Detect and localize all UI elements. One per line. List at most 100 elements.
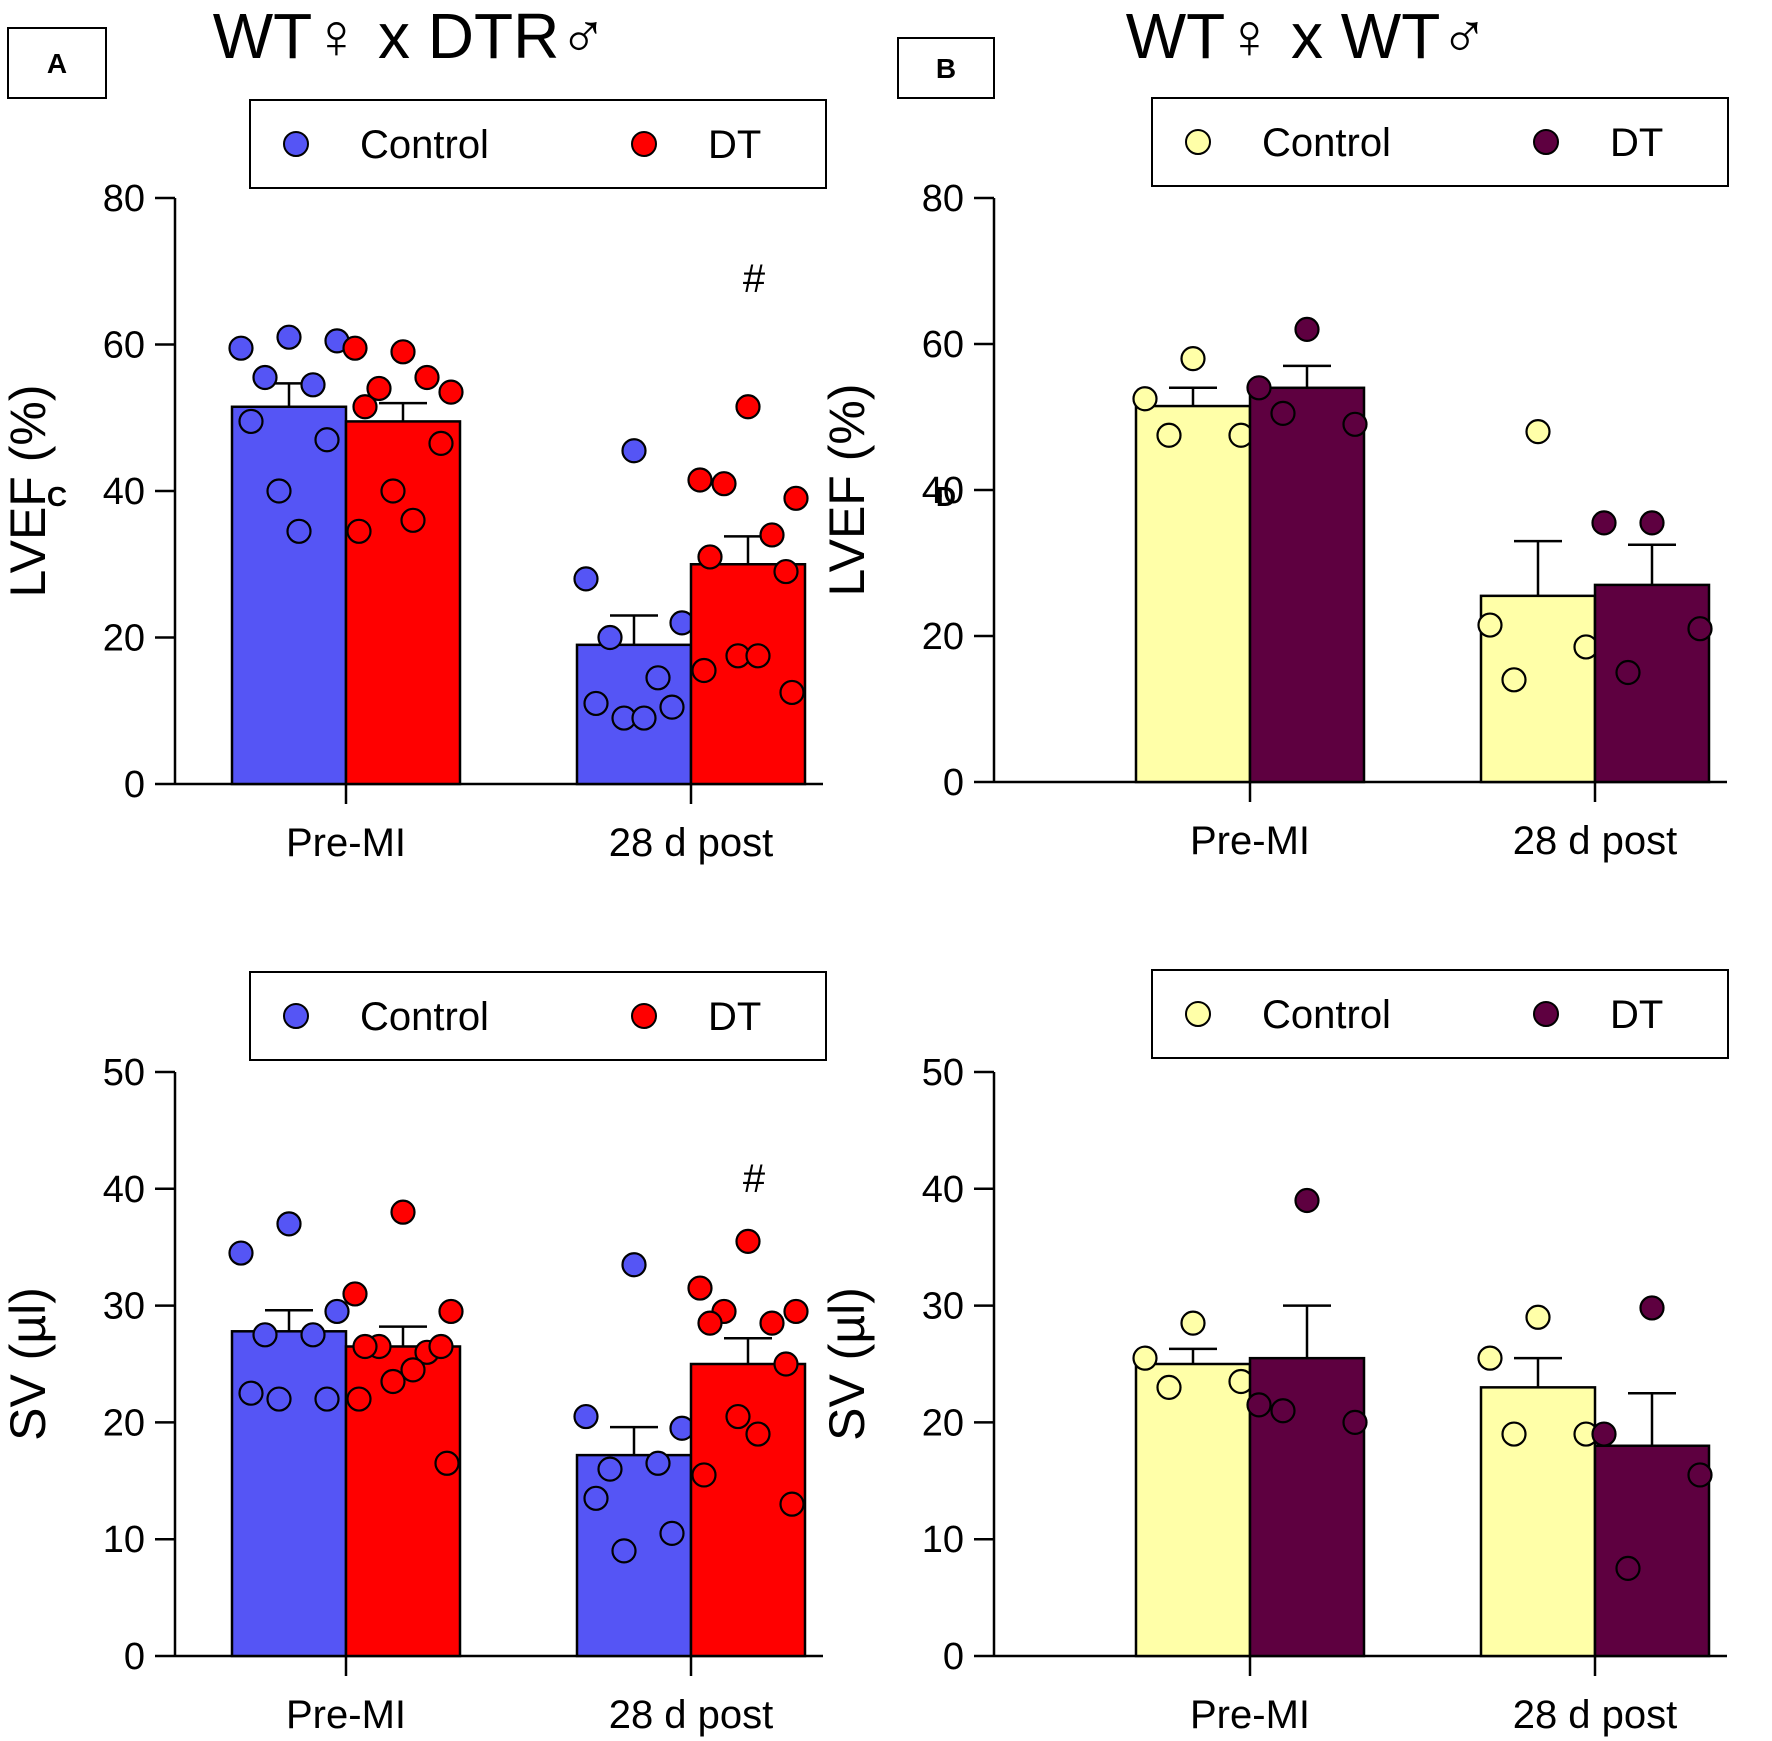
data-point-dt [342,335,368,361]
data-point-dt [390,1199,416,1225]
legend-marker-control [1185,129,1211,155]
legend-box [1151,97,1729,187]
data-point-dt [711,471,737,497]
data-point-dt [366,375,392,402]
data-point-dt [783,485,809,511]
data-point-dt [697,1310,723,1336]
bar-control-0 [230,405,348,786]
data-point-control [228,1240,254,1266]
y-tick-label: 40 [922,470,964,512]
y-tick-label: 40 [103,1169,145,1211]
data-point-dt [759,522,785,548]
data-point-control [1180,1310,1206,1336]
panel-letter: C [47,481,67,512]
data-point-control [1132,386,1158,412]
data-point-control [238,408,264,435]
legend-label-control: Control [1262,121,1391,165]
data-point-control [252,364,278,391]
y-tick-label: 20 [922,616,964,658]
y-tick-label: 0 [124,1636,145,1678]
data-point-dt [773,558,799,585]
data-point-control [645,1450,671,1476]
data-point-control [1156,422,1182,448]
data-point-control [300,1322,326,1348]
data-point-dt [438,379,464,405]
data-point-control [252,1322,278,1348]
y-tick-label: 50 [922,1052,964,1094]
y-tick-label: 30 [922,1286,964,1328]
legend-label-dt: DT [708,995,761,1039]
data-point-dt [687,467,713,493]
data-point-dt [414,364,440,391]
data-point-dt [1639,1295,1665,1321]
y-tick-label: 0 [943,762,964,804]
legend-marker-control [1185,1001,1211,1027]
y-axis-title: LVEF (%) [819,384,875,597]
data-point-dt [1270,400,1296,426]
data-point-control [573,1403,599,1430]
data-point-dt [691,657,717,684]
bar-control-0 [1134,404,1252,784]
y-tick-label: 20 [103,618,145,660]
legend-marker-dt [631,1003,657,1029]
data-point-dt [779,1491,805,1517]
x-tick-label: Pre-MI [286,1693,406,1737]
significance-mark: # [743,1157,766,1201]
data-point-dt [735,1228,761,1254]
data-point-dt [1687,616,1713,642]
data-point-control [631,705,657,731]
data-point-control [645,665,671,691]
group-title-left: WT♀ x DTR♂ [213,0,608,72]
panel-letter: A [47,48,67,79]
data-point-dt [1615,1555,1641,1582]
legend-marker-control [283,131,309,157]
data-point-dt [1591,510,1617,536]
y-tick-label: 50 [103,1052,145,1094]
y-tick-label: 60 [103,325,145,367]
panel-c: C Control DT 0 10 20 30 40 50 SV (µl) Pre-MI 28 d p… [0,481,827,1737]
data-point-control [238,1380,264,1406]
data-point-dt [400,1357,426,1383]
data-point-control [583,690,609,717]
x-tick-label: Pre-MI [1190,1693,1310,1737]
data-point-dt [735,394,761,420]
legend-marker-dt [631,131,657,157]
data-point-dt [400,507,426,533]
data-point-dt [779,679,805,706]
panel-letter: B [936,53,956,84]
data-point-control [621,438,647,464]
legend-label-dt: DT [708,123,761,167]
data-point-control [1180,346,1206,372]
data-point-dt [1246,1392,1272,1418]
data-point-dt [745,643,771,669]
data-point-control [266,1386,292,1412]
y-tick-label: 10 [103,1519,145,1561]
data-point-control [1525,1304,1551,1330]
y-tick-label: 0 [943,1636,964,1678]
significance-mark: # [743,257,766,301]
legend-box [249,99,827,189]
legend-label-control: Control [1262,993,1391,1037]
panel-letter-box [7,27,107,99]
panel-letter-box [897,37,995,99]
data-point-control [597,624,623,651]
data-point-dt [745,1421,771,1447]
legend-box [1151,969,1729,1059]
x-tick-label: 28 d post [609,1693,774,1737]
data-point-dt [346,518,372,544]
data-point-dt [352,394,378,420]
legend-label-control: Control [360,995,489,1039]
data-point-dt [1615,659,1641,686]
panel-a: A Control DT 0 20 40 60 80 LVEF (%) Pre-MI 28 d po… [0,27,827,865]
x-tick-label: 28 d post [1513,819,1678,863]
data-point-control [276,324,302,350]
data-point-control [583,1485,609,1511]
data-point-control [573,566,599,592]
data-point-dt [428,1333,454,1360]
data-point-control [314,1386,340,1412]
data-point-control [1477,612,1503,638]
panel-letter: D [936,481,956,512]
data-point-dt [342,1281,368,1307]
panel-b: B Control DT 0 20 40 60 80 LVEF (%) Pre-MI 28 d po… [819,37,1729,863]
data-point-control [300,372,326,398]
